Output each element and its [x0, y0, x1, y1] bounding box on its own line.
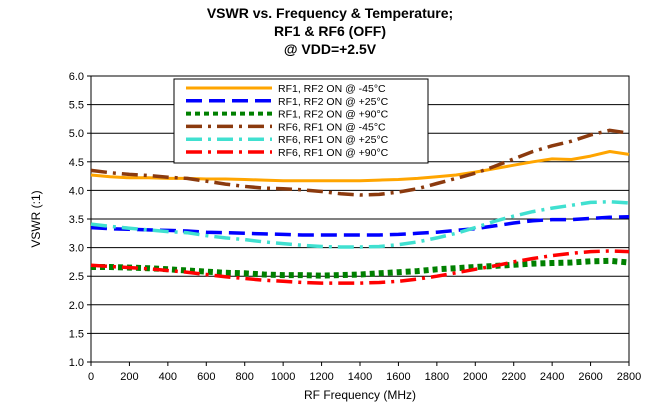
y-tick-label: 2.0 — [69, 300, 84, 312]
y-tick-label: 1.0 — [69, 357, 84, 369]
x-tick-label: 1400 — [348, 371, 372, 383]
chart-title-line-1: VSWR vs. Frequency & Temperature; — [207, 5, 453, 21]
x-tick-label: 1000 — [271, 371, 295, 383]
legend-label-2: RF1, RF2 ON @ +25°C — [278, 96, 389, 108]
legend-label-6: RF6, RF1 ON @ +90°C — [278, 147, 389, 159]
legend-label-5: RF6, RF1 ON @ +25°C — [278, 134, 389, 146]
x-tick-label: 2200 — [501, 371, 525, 383]
chart-title-line-3: @ VDD=+2.5V — [284, 41, 377, 57]
x-tick-label: 200 — [120, 371, 138, 383]
chart-title: VSWR vs. Frequency & Temperature; RF1 & … — [207, 5, 453, 57]
x-tick-label: 0 — [88, 371, 94, 383]
series-line-4 — [90, 128, 630, 197]
x-axis-ticks: 0 200 400 600 800 1000 1200 1400 1600 1800 2000 220… — [88, 362, 641, 383]
x-tick-label: 600 — [197, 371, 215, 383]
legend-label-1: RF1, RF2 ON @ -45°C — [278, 83, 386, 95]
x-tick-label: 2000 — [463, 371, 487, 383]
x-tick-label: 2800 — [617, 371, 641, 383]
chart-title-line-2: RF1 & RF6 (OFF) — [274, 23, 386, 39]
y-tick-label: 4.5 — [69, 157, 84, 169]
y-tick-label: 3.0 — [69, 243, 84, 255]
x-tick-label: 1800 — [425, 371, 449, 383]
series-layer — [90, 128, 630, 285]
series-line-2 — [90, 214, 630, 237]
legend-label-4: RF6, RF1 ON @ -45°C — [278, 121, 386, 133]
legend-label-3: RF1, RF2 ON @ +90°C — [278, 109, 389, 121]
y-axis-ticks: 1.0 1.5 2.0 2.5 3.0 3.5 4.0 4.5 5.0 5.5 6.0 — [69, 71, 91, 369]
legend-box — [173, 78, 429, 164]
y-tick-label: 5.5 — [69, 100, 84, 112]
x-tick-label: 1200 — [309, 371, 333, 383]
x-tick-label: 400 — [159, 371, 177, 383]
x-tick-label: 2600 — [578, 371, 602, 383]
series-line-1 — [90, 150, 630, 183]
x-tick-label: 800 — [236, 371, 254, 383]
y-tick-label: 2.5 — [69, 271, 84, 283]
y-tick-label: 4.0 — [69, 185, 84, 197]
y-tick-label: 1.5 — [69, 328, 84, 340]
x-tick-label: 2400 — [540, 371, 564, 383]
x-axis-label: RF Frequency (MHz) — [304, 388, 416, 402]
x-tick-label: 1600 — [386, 371, 410, 383]
y-tick-label: 3.5 — [69, 214, 84, 226]
y-tick-label: 6.0 — [69, 71, 84, 83]
y-tick-label: 5.0 — [69, 128, 84, 140]
series-line-5 — [90, 200, 630, 249]
y-axis-label: VSWR (:1) — [29, 190, 43, 247]
